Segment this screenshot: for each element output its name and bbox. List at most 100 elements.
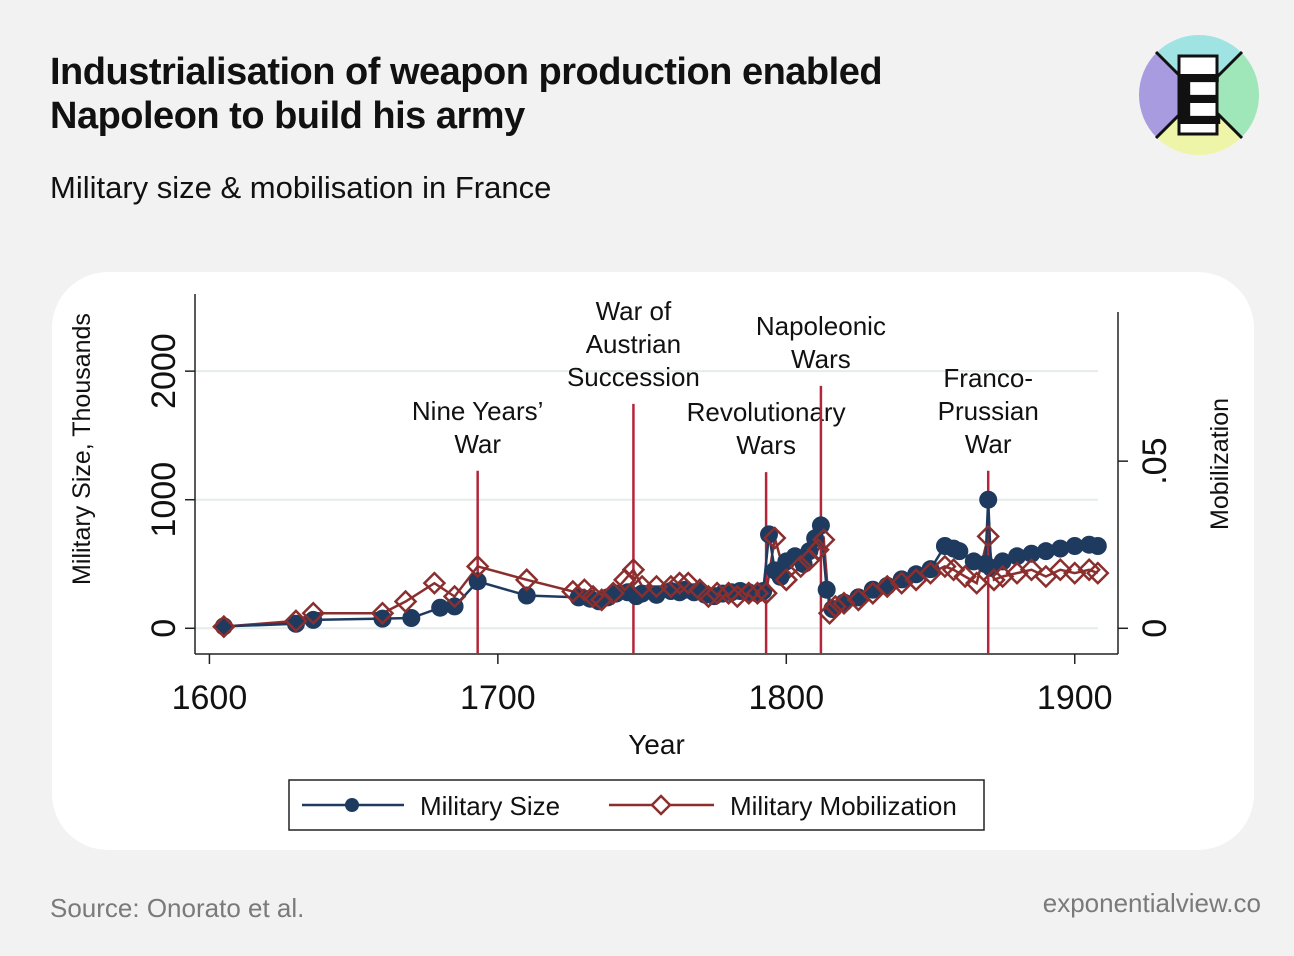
source-text: Source: Onorato et al.: [50, 893, 305, 923]
military-mobilization-point: [823, 594, 848, 619]
war-label: War of: [596, 296, 672, 326]
military-mobilization-point: [422, 571, 447, 595]
military-size-point: [373, 609, 392, 628]
y-left-tick-label: 2000: [145, 333, 183, 409]
war-label: War: [965, 429, 1012, 459]
military-mobilization-point: [601, 581, 626, 605]
military-mobilization-point: [212, 614, 236, 639]
military-mobilization-point: [976, 524, 1000, 549]
military-mobilization-point: [572, 578, 597, 602]
military-mobilization-point: [889, 571, 914, 595]
military-mobilization-point: [990, 564, 1015, 589]
war-label: Franco-: [943, 363, 1033, 393]
military-size-point: [1088, 537, 1107, 555]
war-label: Wars: [791, 344, 851, 374]
military-mobilization-point: [875, 574, 900, 599]
military-mobilization-point: [589, 588, 614, 612]
military-size-point: [1022, 544, 1041, 563]
military-mobilization-point: [737, 581, 761, 605]
military-size-point: [468, 572, 487, 591]
military-mobilization-point: [982, 568, 1006, 592]
y-right-tick-label: 0: [1136, 619, 1174, 638]
military-size-point: [892, 570, 911, 589]
military-size-point: [1036, 542, 1055, 561]
x-tick-label: 1700: [460, 679, 536, 717]
military-mobilization-point: [705, 581, 729, 605]
military-size-point: [979, 490, 998, 509]
military-size-point: [304, 610, 323, 629]
military-mobilization-point: [301, 601, 326, 626]
x-tick-label: 1800: [748, 679, 824, 717]
war-label: Austrian: [586, 329, 681, 359]
war-label: Nine Years’: [412, 396, 544, 426]
military-mobilization-point: [1019, 558, 1044, 582]
military-mobilization-point: [832, 591, 856, 615]
military-size-point: [1051, 539, 1070, 558]
military-mobilization-point: [370, 601, 395, 626]
military-size-point: [817, 580, 836, 599]
military-mobilization-point: [465, 554, 490, 579]
legend: Military Size Military Mobilization: [288, 779, 985, 831]
military-mobilization-point: [1086, 561, 1110, 585]
svg-text:E: E: [1175, 60, 1223, 140]
x-tick-label: 1900: [1037, 679, 1113, 717]
military-mobilization-point: [774, 568, 799, 592]
war-label: Revolutionary: [687, 397, 846, 427]
military-size-point: [1008, 547, 1027, 566]
military-size-point: [950, 542, 969, 561]
military-mobilization-point: [514, 568, 539, 592]
military-size-point: [286, 614, 305, 633]
y-right-axis-label: Mobilization: [1206, 398, 1234, 530]
page-title: Industrialisation of weapon production e…: [50, 51, 883, 137]
chart-card: 1600 1700 1800 1900 0 1000 2000 0 .05 Year Militar…: [52, 272, 1254, 850]
legend-marker-size: [345, 798, 359, 812]
military-mobilization-point: [667, 571, 692, 595]
military-mobilization-point: [812, 527, 836, 552]
legend-marker-mobilization: [650, 794, 672, 816]
exponential-view-logo-icon: E: [1139, 35, 1259, 155]
y-left-axis-label: Military Size, Thousands: [68, 313, 96, 585]
military-mobilization-point: [745, 581, 770, 605]
military-mobilization-point: [676, 571, 700, 595]
military-size-point: [214, 617, 233, 636]
military-size-point: [633, 584, 652, 603]
military-mobilization-point: [754, 581, 778, 605]
military-mobilization-point: [442, 584, 467, 609]
legend-label-mobilization: Military Mobilization: [730, 791, 957, 821]
military-mobilization-point: [762, 526, 787, 550]
military-size-point: [517, 586, 536, 605]
y-left-tick-label: 1000: [145, 462, 183, 538]
war-label: Wars: [736, 430, 796, 460]
military-mobilization-point: [1005, 561, 1029, 585]
military-mobilization-point: [696, 584, 721, 609]
military-mobilization-point: [806, 537, 830, 562]
military-mobilization-point: [953, 564, 977, 589]
military-size-point: [1065, 537, 1084, 555]
war-label: Napoleonic: [756, 311, 886, 341]
military-mobilization-point: [621, 558, 646, 582]
military-chart: 1600 1700 1800 1900 0 1000 2000 0 .05 Year Militar…: [68, 294, 1234, 831]
military-mobilization-point: [687, 578, 712, 602]
legend-label-size: Military Size: [420, 791, 560, 821]
military-mobilization-point: [941, 558, 966, 582]
military-mobilization-point: [561, 579, 585, 604]
military-mobilization-point: [284, 609, 308, 633]
military-mobilization-point: [725, 584, 750, 609]
military-mobilization-point: [817, 601, 842, 626]
y-right-tick-label: .05: [1136, 438, 1174, 485]
military-size-point: [907, 565, 926, 584]
military-size-point: [431, 598, 450, 617]
x-tick-label: 1600: [172, 679, 248, 717]
site-link[interactable]: exponentialview.co: [1042, 888, 1261, 918]
military-size-point: [993, 552, 1012, 571]
military-mobilization-point: [788, 554, 813, 579]
military-mobilization-point: [1062, 561, 1087, 585]
page-subtitle: Military size & mobilisation in France: [50, 170, 552, 205]
war-label: Prussian: [938, 396, 1039, 426]
x-axis-label: Year: [628, 729, 685, 760]
military-mobilization-point: [393, 589, 418, 614]
y-left-tick-label: 0: [145, 619, 183, 638]
war-label: Succession: [567, 362, 700, 392]
war-label: War: [454, 429, 501, 459]
military-mobilization-point: [1048, 558, 1073, 582]
